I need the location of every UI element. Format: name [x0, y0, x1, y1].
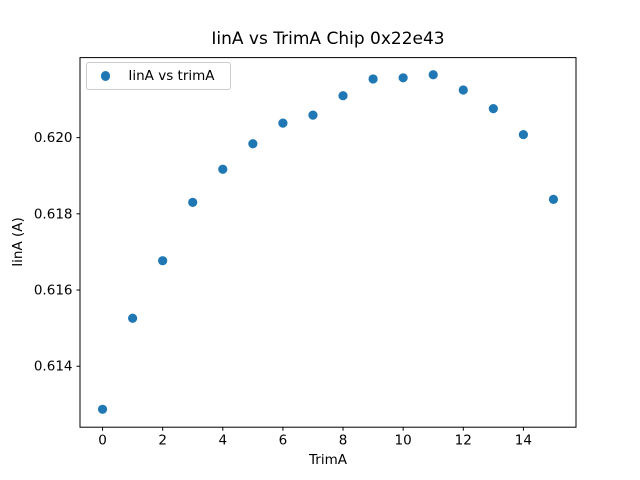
x-tick-label: 6 [279, 433, 288, 449]
y-tick-label: 0.620 [34, 130, 73, 146]
data-point [368, 74, 378, 84]
data-point [128, 313, 138, 323]
data-point [97, 404, 108, 414]
data-point [488, 104, 498, 114]
x-tick-label: 2 [158, 433, 167, 449]
y-tick-label: 0.614 [34, 359, 73, 375]
x-tick-label: 0 [98, 433, 107, 449]
x-tick-label: 12 [455, 433, 472, 449]
data-point [338, 91, 348, 101]
y-tick-label: 0.618 [34, 206, 73, 222]
legend-marker-dot [101, 71, 111, 81]
x-tick-label: 4 [218, 433, 227, 449]
data-point [458, 85, 468, 95]
data-point [428, 70, 438, 80]
data-point [278, 118, 288, 128]
data-point [308, 110, 318, 120]
x-tick-label: 10 [395, 433, 412, 449]
y-tick-label: 0.616 [34, 283, 73, 299]
plot-frame [79, 57, 577, 428]
y-axis-label: IinA (A) [10, 217, 26, 267]
data-point [188, 197, 198, 207]
data-point [158, 256, 168, 266]
legend: IinA vs trimA [86, 62, 231, 90]
data-point [548, 194, 559, 204]
data-point [248, 139, 258, 149]
x-tick-label: 14 [515, 433, 532, 449]
x-axis-label: TrimA [309, 452, 347, 468]
x-tick-label: 8 [339, 433, 348, 449]
data-point [398, 73, 408, 83]
data-point [218, 164, 228, 174]
chart-title: IinA vs TrimA Chip 0x22e43 [211, 29, 445, 49]
data-point [518, 129, 528, 140]
legend-label: IinA vs trimA [128, 68, 215, 84]
